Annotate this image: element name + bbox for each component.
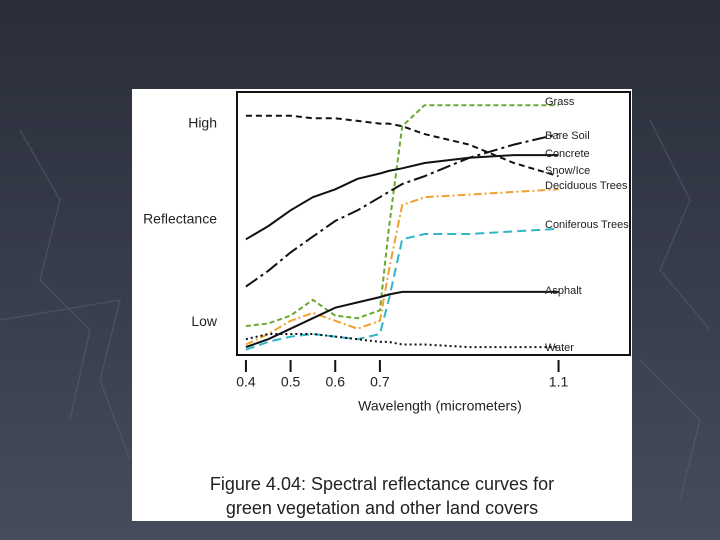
y-axis-title: Reflectance (143, 211, 217, 227)
y-tick-label: Low (191, 313, 218, 329)
series-label: Deciduous Trees (545, 180, 628, 192)
series-line (245, 290, 559, 349)
y-tick-label: High (188, 114, 217, 130)
x-tick-label: 1.1 (549, 374, 569, 390)
series-line (245, 154, 559, 241)
series-label: Snow/Ice (545, 165, 591, 177)
x-axis-title: Wavelength (micrometers) (358, 398, 522, 414)
series-line (245, 104, 559, 328)
series-label: Bare Soil (545, 130, 590, 142)
series-line (245, 333, 559, 349)
series-label: Grass (545, 96, 575, 108)
series-label: Concrete (545, 148, 590, 160)
x-tick-label: 0.7 (370, 374, 390, 390)
series-label: Asphalt (545, 285, 582, 297)
plot-frame (236, 91, 631, 356)
x-tick-label: 0.6 (326, 374, 346, 390)
series-line (245, 188, 559, 346)
series-line (245, 114, 559, 178)
series-label: Coniferous Trees (545, 219, 629, 231)
series-line (245, 227, 559, 351)
x-tick-label: 0.5 (281, 374, 301, 390)
figure-caption: green vegetation and other land covers (225, 498, 539, 518)
series-label: Water (545, 342, 574, 354)
background-lines (0, 119, 711, 501)
figure-caption: Figure 4.04: Spectral reflectance curves… (209, 474, 555, 494)
x-tick-label: 0.4 (236, 374, 256, 390)
